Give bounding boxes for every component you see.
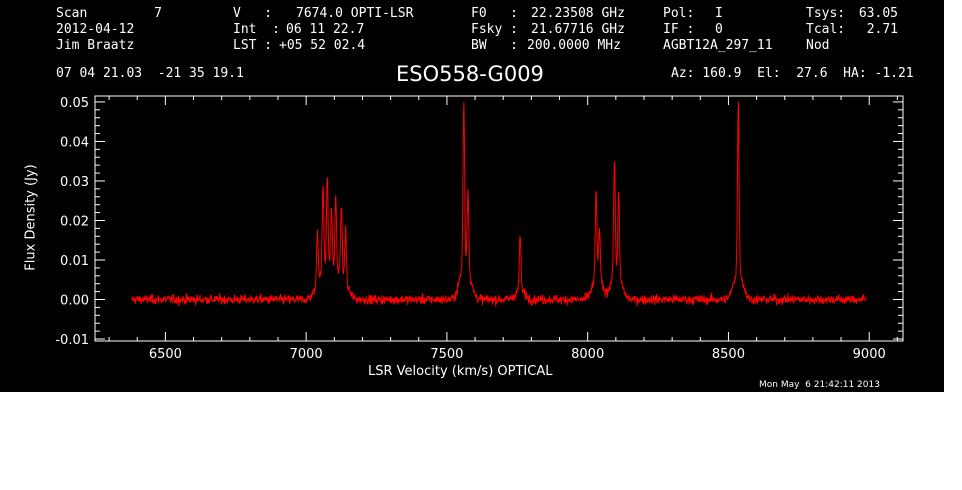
spectrum-plot: 6500 7000 7500 8000 8500 9000 -0.01 0.00 0.01 0.0… [55,95,904,362]
scan-label: Scan [56,6,88,21]
y-axis-label: Flux Density (Jy) [23,164,39,271]
az-el-ha: Az: 160.9 El: 27.6 HA: -1.21 [671,66,914,81]
y-tick-label: 0.00 [60,294,89,309]
x-tick-label: 9000 [853,347,886,362]
y-tick-label: 0.01 [60,254,89,269]
pol-value: I [715,6,723,21]
project-id: AGBT12A_297_11 [663,38,773,53]
f0-label: F0 : [471,6,518,21]
x-tick-label: 8500 [712,347,745,362]
source-coordinates: 07 04 21.03 -21 35 19.1 [56,66,244,81]
scan-value: 7 [154,6,162,21]
spectrum-line [131,101,867,307]
int-label: Int : [233,22,280,37]
fsky-label: Fsky : [471,22,518,37]
plot-timestamp: Mon May 6 21:42:11 2013 [759,380,880,390]
if-label: IF : [663,22,695,37]
y-tick-label: 0.05 [60,96,89,111]
tsys-value: 63.05 [858,6,898,21]
plot-panel [0,0,944,392]
x-tick-label: 8000 [571,347,604,362]
source-name: ESO558-G009 [396,62,544,86]
bw-value: 200.0000 MHz [527,38,621,53]
lst-value: +05 52 02.4 [279,38,366,53]
y-tick-label: -0.01 [55,333,89,348]
y-tick-label: 0.03 [60,175,89,190]
bw-label: BW : [471,38,518,53]
lst-label: LST : [233,38,273,53]
x-tick-label: 6500 [149,347,182,362]
f0-value: 22.23508 GHz [531,6,625,21]
x-tick-label: 7500 [430,347,463,362]
tcal-label: Tcal: [806,22,846,37]
y-tick-label: 0.02 [60,214,89,229]
velocity-label: V : [233,6,273,21]
plot-frame [94,95,904,342]
if-value: 0 [715,22,723,37]
int-value: 06 11 22.7 [286,22,365,37]
tcal-value: 2.71 [866,22,898,37]
tsys-label: Tsys: [806,6,846,21]
observing-mode: Nod [806,38,830,53]
fsky-value: 21.67716 GHz [531,22,625,37]
y-tick-label: 0.04 [60,135,89,150]
observer-name: Jim Braatz [56,38,135,53]
velocity-value: 7674.0 OPTI-LSR [296,6,414,21]
x-axis-label: LSR Velocity (km/s) OPTICAL [368,364,553,379]
obs-date: 2012-04-12 [56,22,135,37]
pol-label: Pol: [663,6,695,21]
x-tick-label: 7000 [290,347,323,362]
